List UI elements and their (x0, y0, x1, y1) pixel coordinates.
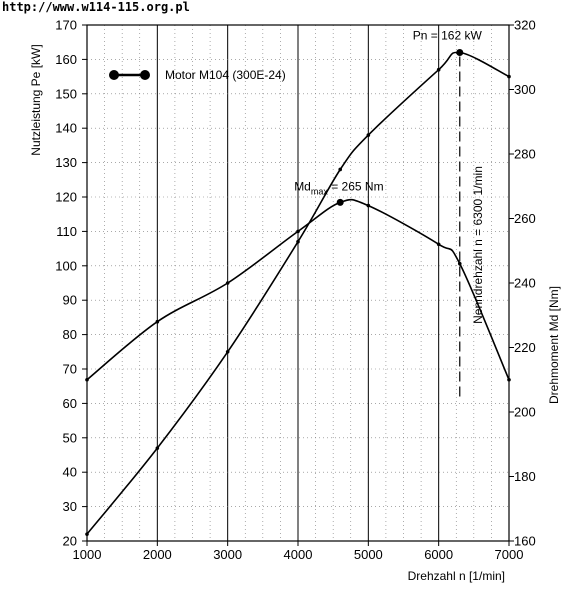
y-tick-label: 30 (63, 499, 77, 514)
y-tick-label: 150 (55, 86, 77, 101)
legend-label: Motor M104 (300E-24) (165, 68, 286, 82)
y2-tick-label: 320 (514, 18, 536, 33)
grid-lines (87, 25, 509, 541)
md-max-subscript: max (311, 186, 329, 196)
y-tick-label: 170 (55, 18, 77, 33)
x-tick-label: 7000 (495, 547, 524, 562)
y2-tick-label: 180 (514, 469, 536, 484)
pn-annotation: Pn = 162 kW (413, 29, 483, 43)
data-point-torque (366, 203, 371, 208)
x-axis-ticks: 1000 2000 3000 4000 5000 6000 7000 (73, 541, 524, 562)
y2-tick-label: 240 (514, 276, 536, 291)
y-tick-label: 50 (63, 430, 77, 445)
data-point-power (507, 74, 511, 79)
data-point-torque (225, 281, 230, 285)
legend-marker-left (109, 70, 119, 80)
y-axis-ticks: 20 30 40 50 60 70 80 90 100 110 120 130 140 150 160 170 (55, 18, 87, 549)
y-tick-label: 40 (63, 465, 77, 480)
y-tick-label: 140 (55, 121, 77, 136)
y2-axis-ticks: 160 180 200 220 240 260 280 300 320 (509, 18, 536, 549)
y-tick-label: 130 (55, 155, 77, 170)
y2-tick-label: 160 (514, 534, 536, 549)
x-axis-title: Drehzahl n [1/min] (408, 569, 505, 583)
x-tick-label: 5000 (354, 547, 383, 562)
x-tick-label: 4000 (284, 547, 313, 562)
data-point-torque (155, 319, 160, 324)
data-point-torque (457, 261, 462, 266)
y-tick-label: 120 (55, 190, 77, 205)
md-max-prefix: Md (294, 179, 311, 193)
data-point-power (436, 67, 441, 72)
data-point-power (366, 133, 371, 137)
md-max-marker (336, 198, 344, 206)
data-point-torque (507, 377, 511, 382)
md-max-annotation: Mdmax = 265 Nm (294, 179, 383, 196)
series-line-power (86, 51, 510, 535)
y2-tick-label: 280 (514, 147, 536, 162)
y-tick-label: 100 (55, 258, 77, 273)
data-point-power (225, 350, 230, 354)
y2-tick-label: 300 (514, 82, 536, 97)
x-tick-label: 2000 (143, 547, 172, 562)
pn-marker (456, 49, 464, 57)
y-tick-label: 110 (56, 224, 77, 239)
y2-tick-label: 220 (514, 340, 536, 355)
y-tick-label: 70 (63, 362, 77, 377)
y2-tick-label: 260 (514, 211, 536, 226)
y-tick-label: 60 (63, 396, 77, 411)
data-point-power (338, 167, 343, 172)
data-point-torque (296, 229, 300, 234)
data-point-power (296, 239, 300, 244)
data-point-torque (436, 242, 441, 247)
data-point-power (85, 532, 89, 536)
md-max-suffix: = 265 Nm (328, 179, 384, 193)
legend-marker-right (140, 70, 150, 80)
watermark-url: http://www.w114-115.org.pl (2, 0, 190, 14)
y-tick-label: 90 (63, 293, 77, 308)
y-tick-label: 80 (63, 327, 77, 342)
nenndrehzahl-label: Nenndrehzahl n = 6300 1/min (471, 166, 485, 324)
y-tick-label: 160 (55, 52, 77, 67)
y-axis-title: Nutzleistung Pe [kW] (29, 44, 43, 155)
data-point-power (155, 446, 160, 450)
legend: Motor M104 (300E-24) (109, 68, 286, 82)
y2-axis-title: Drehmoment Md [Nm] (547, 286, 561, 404)
x-tick-label: 1000 (73, 547, 102, 562)
y2-tick-label: 200 (514, 405, 536, 420)
x-tick-label: 6000 (424, 547, 453, 562)
x-tick-label: 3000 (213, 547, 242, 562)
series-group (85, 49, 511, 536)
y-tick-label: 20 (63, 534, 77, 549)
data-point-torque (85, 377, 89, 382)
